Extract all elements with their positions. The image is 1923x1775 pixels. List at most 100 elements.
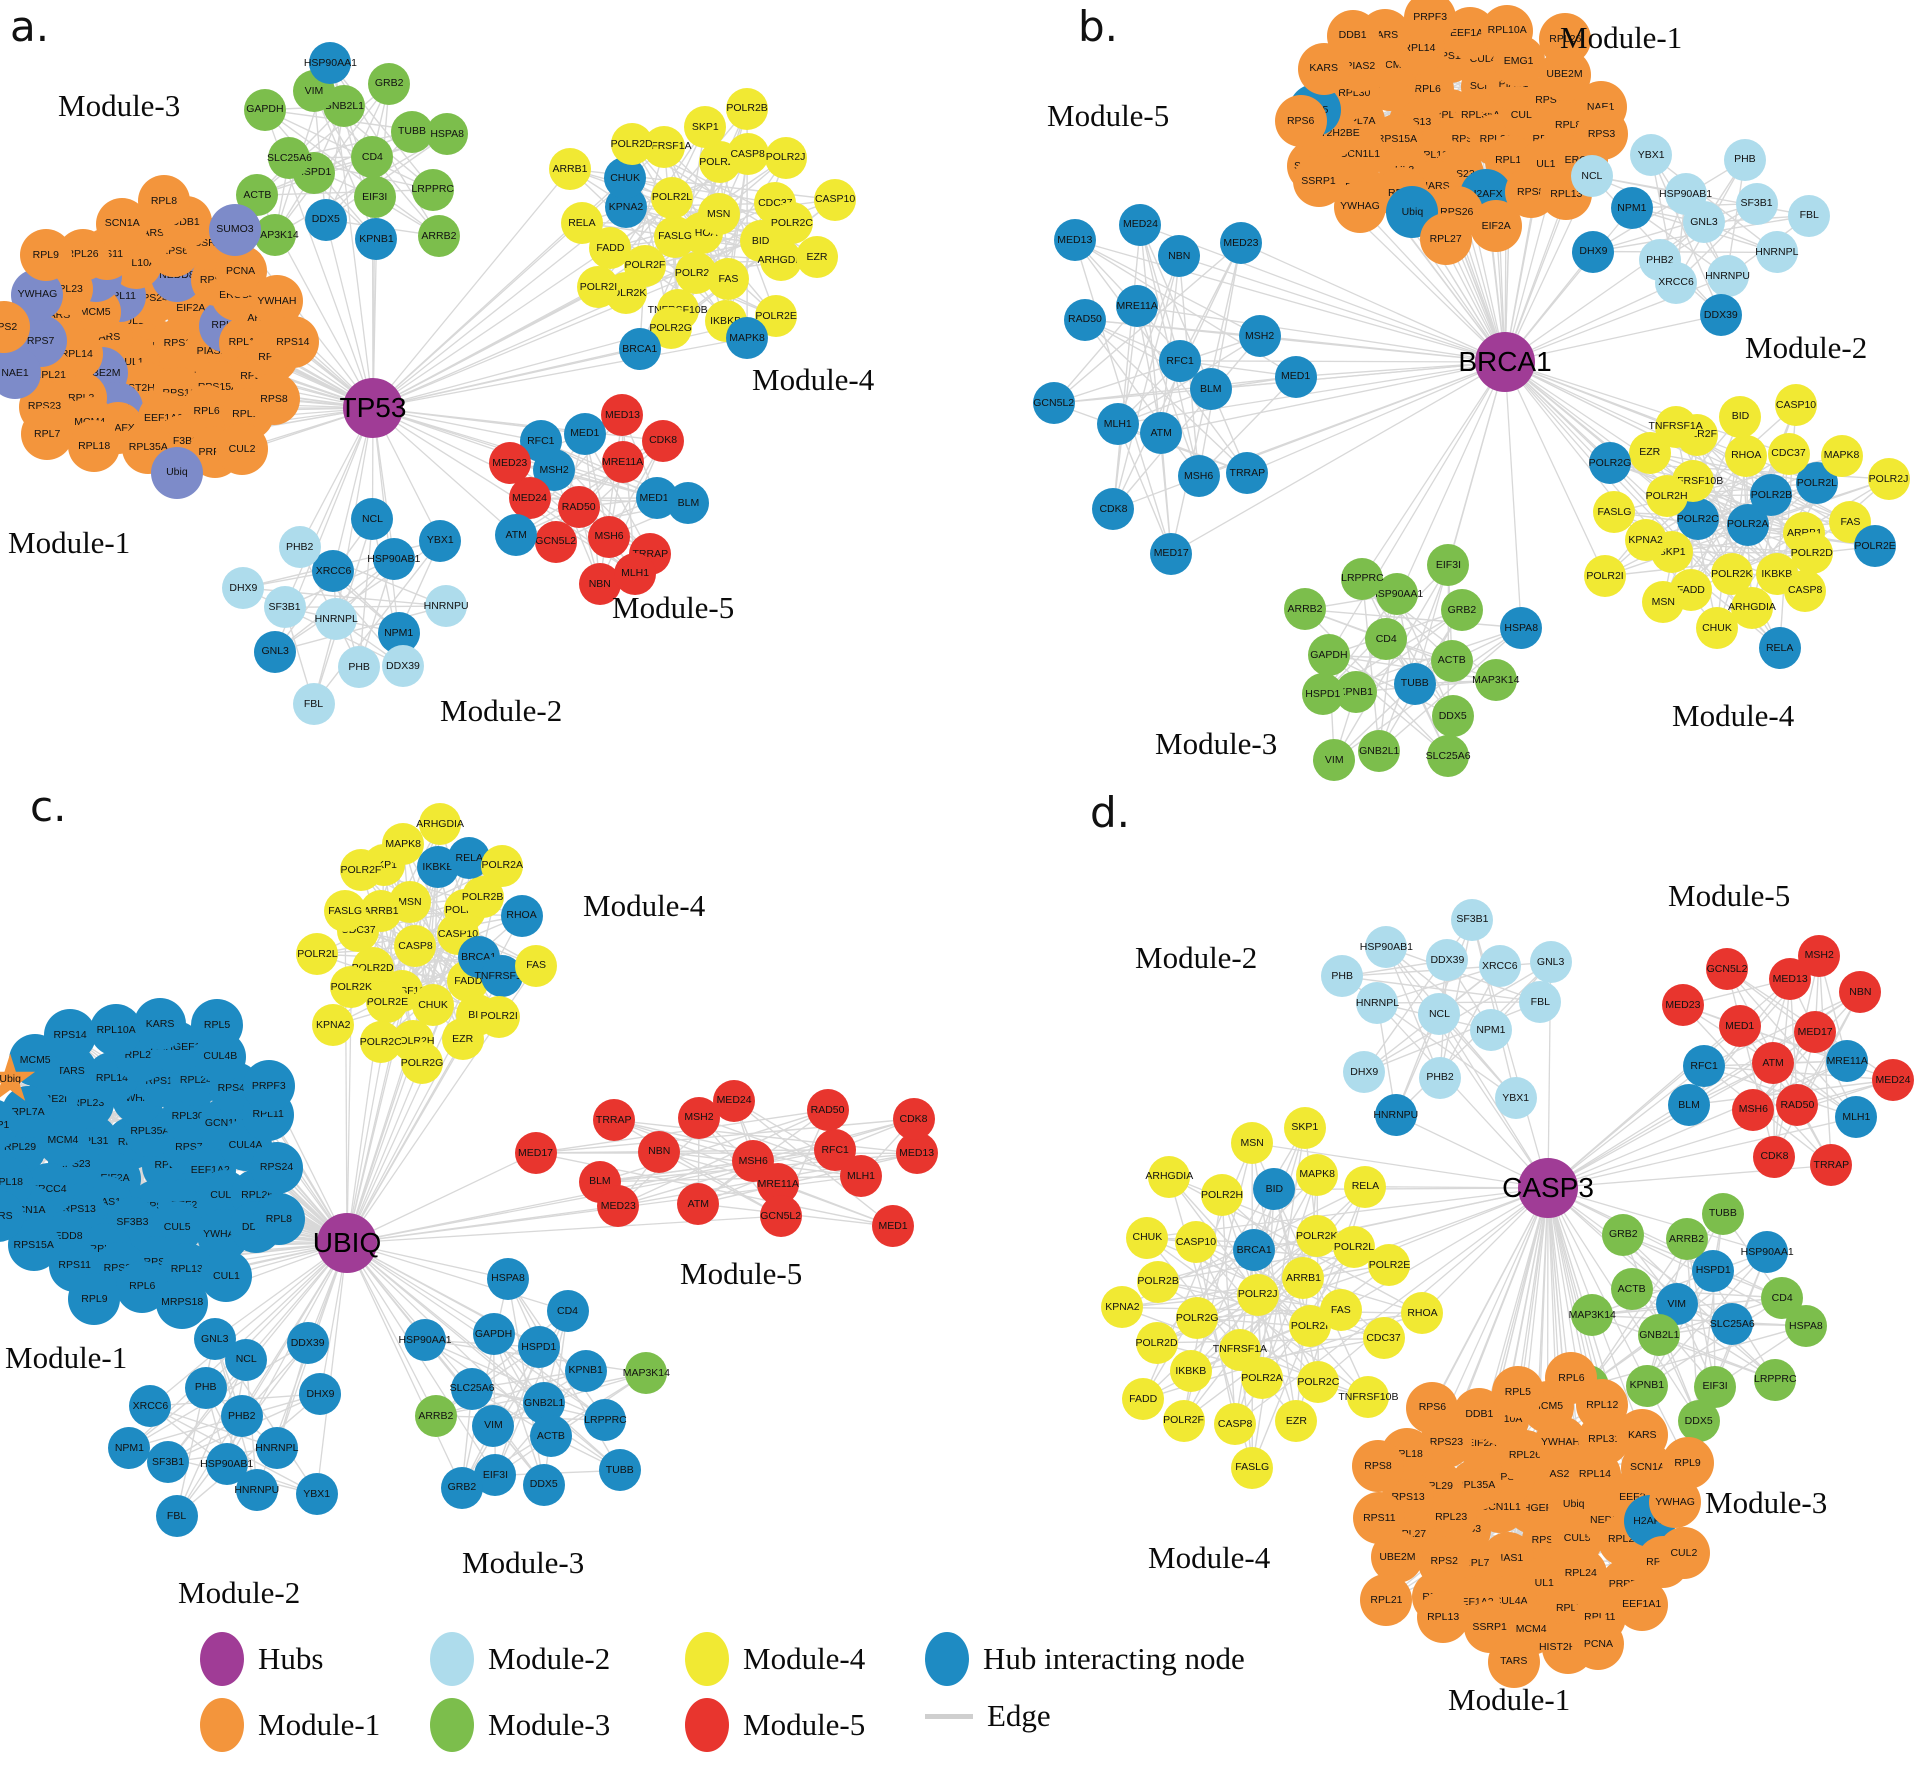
node-RPL10A[interactable]: RPL10A xyxy=(1481,4,1534,57)
node-RPL8[interactable]: RPL8 xyxy=(252,1193,305,1246)
node-GNL3[interactable]: GNL3 xyxy=(193,1317,236,1360)
node-DHX9[interactable]: DHX9 xyxy=(1572,230,1615,273)
node-HSP90AA1[interactable]: HSP90AA1 xyxy=(1741,1230,1794,1273)
node-RPS6[interactable]: RPS6 xyxy=(1274,94,1327,147)
node-MED13[interactable]: MED13 xyxy=(601,394,644,437)
node-GRB2[interactable]: GRB2 xyxy=(1440,588,1483,631)
node-GNL3[interactable]: GNL3 xyxy=(254,630,297,673)
node-CASP10[interactable]: CASP10 xyxy=(1775,383,1817,426)
node-CHUK[interactable]: CHUK xyxy=(1126,1216,1169,1259)
node-CASP8[interactable]: CASP8 xyxy=(726,133,769,175)
node-POLR2D[interactable]: POLR2D xyxy=(1135,1321,1178,1364)
node-MED23[interactable]: MED23 xyxy=(1661,984,1704,1027)
node-KPNA2[interactable]: KPNA2 xyxy=(1624,519,1667,562)
node-GNB2L1[interactable]: GNB2L1 xyxy=(1358,729,1401,772)
node-POLR2F[interactable]: POLR2F xyxy=(1162,1399,1205,1442)
node-HNRNPL[interactable]: HNRNPL xyxy=(255,1426,298,1469)
node-POLR2J[interactable]: POLR2J xyxy=(1867,458,1910,501)
node-KPNB1[interactable]: KPNB1 xyxy=(564,1349,607,1392)
node-ARHGDIA[interactable]: ARHGDIA xyxy=(416,803,464,846)
node-EZR[interactable]: EZR xyxy=(795,236,838,279)
node-MED24[interactable]: MED24 xyxy=(1119,203,1162,246)
node-MRPS18[interactable]: MRPS18 xyxy=(156,1276,209,1329)
node-GCN5L2[interactable]: GCN5L2 xyxy=(759,1195,802,1238)
node-FBL[interactable]: FBL xyxy=(1519,980,1562,1023)
node-LRPPRC[interactable]: LRPPRC xyxy=(1341,557,1384,600)
node-POLR2I[interactable]: POLR2I xyxy=(1584,555,1627,598)
node-FAS[interactable]: FAS xyxy=(515,944,558,987)
node-POLR2B[interactable]: POLR2B xyxy=(1137,1260,1180,1303)
node-TRRAP[interactable]: TRRAP xyxy=(1226,451,1269,494)
node-MAP3K14[interactable]: MAP3K14 xyxy=(1472,659,1519,702)
node-RPL9[interactable]: RPL9 xyxy=(1661,1437,1714,1490)
node-PHB[interactable]: PHB xyxy=(338,645,381,688)
node-YBX1[interactable]: YBX1 xyxy=(295,1473,338,1516)
node-SF3B1[interactable]: SF3B1 xyxy=(1451,898,1494,941)
node-TUBB[interactable]: TUBB xyxy=(1701,1192,1744,1235)
node-MED1[interactable]: MED1 xyxy=(563,412,606,455)
node-POLR2H[interactable]: POLR2H xyxy=(1201,1173,1243,1216)
hub-node-UBIQ[interactable]: UBIQ xyxy=(313,1213,381,1273)
node-DHX9[interactable]: DHX9 xyxy=(222,566,265,609)
node-MLH1[interactable]: MLH1 xyxy=(1096,403,1139,446)
node-POLR2F[interactable]: POLR2F xyxy=(339,849,382,892)
node-RPS24[interactable]: RPS24 xyxy=(250,1141,303,1194)
node-POLR2B[interactable]: POLR2B xyxy=(726,87,769,130)
node-HNRNPU[interactable]: HNRNPU xyxy=(424,585,469,628)
node-CD4[interactable]: CD4 xyxy=(351,135,394,178)
node-MRE11A[interactable]: MRE11A xyxy=(601,440,644,483)
node-GAPDH[interactable]: GAPDH xyxy=(243,88,286,131)
node-POLR2D[interactable]: POLR2D xyxy=(1790,532,1833,575)
node-EEF1A1[interactable]: EEF1A1 xyxy=(1615,1578,1668,1631)
node-FAS[interactable]: FAS xyxy=(1319,1289,1362,1332)
node-POLR2L[interactable]: POLR2L xyxy=(651,176,693,219)
node-POLR2G[interactable]: POLR2G xyxy=(401,1042,443,1085)
node-NCL[interactable]: NCL xyxy=(1570,155,1613,198)
node-KPNB1[interactable]: KPNB1 xyxy=(1625,1364,1668,1407)
node-HSPA8[interactable]: HSPA8 xyxy=(1784,1304,1827,1347)
node-TNFRSF1A[interactable]: TNFRSF1A xyxy=(1648,405,1703,448)
node-TARS[interactable]: TARS xyxy=(1487,1635,1540,1688)
node-CDC37[interactable]: CDC37 xyxy=(1767,432,1810,475)
node-IKBKB[interactable]: IKBKB xyxy=(1169,1350,1212,1393)
node-EZR[interactable]: EZR xyxy=(441,1017,484,1060)
node-RPL18[interactable]: RPL18 xyxy=(68,420,121,473)
node-XRCC6[interactable]: XRCC6 xyxy=(1478,944,1521,987)
node-POLR2A[interactable]: POLR2A xyxy=(1240,1356,1283,1399)
node-HNRNPL[interactable]: HNRNPL xyxy=(1755,231,1798,274)
node-DDX5[interactable]: DDX5 xyxy=(1431,695,1474,738)
node-MAPK8[interactable]: MAPK8 xyxy=(382,822,425,865)
node-SLC25A6[interactable]: SLC25A6 xyxy=(450,1367,495,1410)
node-POLR2J[interactable]: POLR2J xyxy=(764,136,807,179)
node-RPS14[interactable]: RPS14 xyxy=(266,315,319,368)
node-MSH6[interactable]: MSH6 xyxy=(588,515,631,558)
node-MED23[interactable]: MED23 xyxy=(1219,221,1262,264)
node-XRCC6[interactable]: XRCC6 xyxy=(1655,261,1698,304)
node-LRPPRC[interactable]: LRPPRC xyxy=(584,1398,627,1441)
node-RPS8[interactable]: RPS8 xyxy=(247,373,300,426)
node-ACTB[interactable]: ACTB xyxy=(1610,1268,1653,1311)
node-BLM[interactable]: BLM xyxy=(1189,368,1232,411)
node-CD4[interactable]: CD4 xyxy=(1365,617,1408,660)
node-MED17[interactable]: MED17 xyxy=(1150,532,1193,575)
node-ACTB[interactable]: ACTB xyxy=(529,1415,572,1458)
node-RELA[interactable]: RELA xyxy=(1758,627,1801,670)
node-EZR[interactable]: EZR xyxy=(1275,1399,1318,1442)
node-MAPK8[interactable]: MAPK8 xyxy=(1296,1153,1339,1196)
node-PCNA[interactable]: PCNA xyxy=(1572,1617,1625,1670)
node-TRRAP[interactable]: TRRAP xyxy=(592,1099,635,1142)
node-NBN[interactable]: NBN xyxy=(1839,971,1882,1014)
node-HNRNPU[interactable]: HNRNPU xyxy=(234,1469,279,1512)
node-ARHGDIA[interactable]: ARHGDIA xyxy=(1145,1155,1193,1198)
node-RPL27[interactable]: RPL27 xyxy=(1419,212,1472,265)
node-BID[interactable]: BID xyxy=(1719,395,1762,438)
node-VIM[interactable]: VIM xyxy=(472,1404,515,1447)
node-ARRB2[interactable]: ARRB2 xyxy=(417,215,460,258)
node-PRPF3[interactable]: PRPF3 xyxy=(242,1059,295,1112)
node-HSPD1[interactable]: HSPD1 xyxy=(1301,673,1344,716)
node-ACTB[interactable]: ACTB xyxy=(1430,639,1473,682)
node-YBX1[interactable]: YBX1 xyxy=(419,519,462,562)
node-POLR2G[interactable]: POLR2G xyxy=(1176,1296,1218,1339)
node-Ubiq[interactable]: Ubiq xyxy=(150,446,203,499)
node-FBL[interactable]: FBL xyxy=(292,682,335,725)
